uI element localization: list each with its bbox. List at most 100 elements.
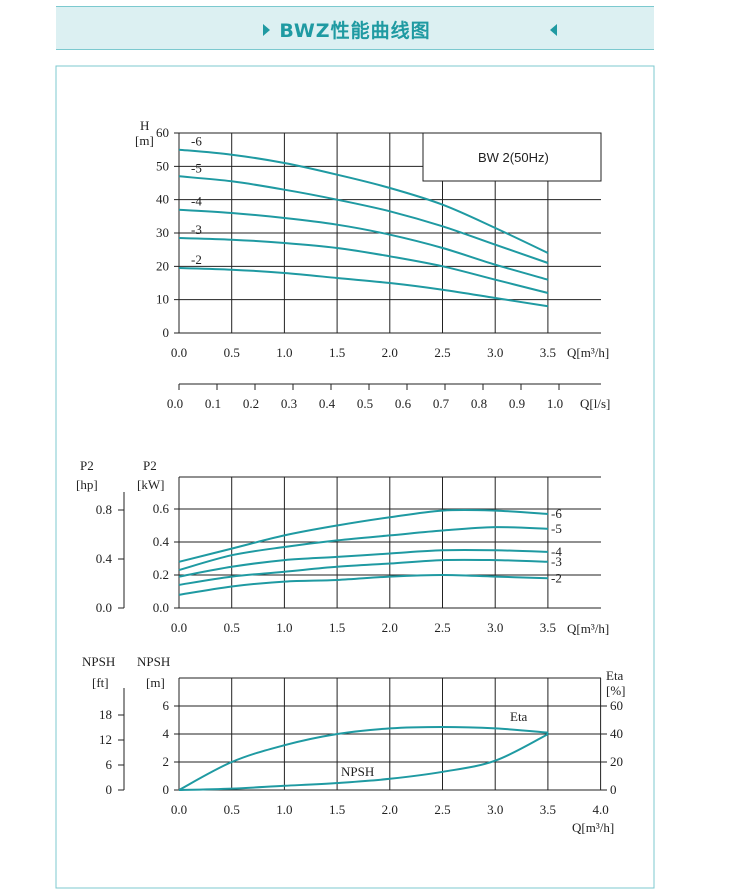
series-label: -5 [191, 160, 202, 175]
y-tick-label: 60 [156, 125, 169, 140]
triangle-left-icon [550, 24, 557, 36]
secondary-y-tick-label: 0.8 [96, 502, 112, 517]
legend-box-label: BW 2(50Hz) [478, 150, 549, 165]
npsh-m-axis-unit: [m] [146, 675, 165, 690]
x-tick-label: 2.0 [382, 802, 398, 817]
y-tick-label: 10 [156, 292, 169, 307]
secondary-x-tick-label: 0.9 [509, 396, 525, 411]
x-tick-label: 0.0 [171, 802, 187, 817]
x-tick-label: 2.0 [382, 620, 398, 635]
series-label: -6 [551, 506, 562, 521]
x-tick-label: 1.5 [329, 345, 345, 360]
x-tick-label: 0.5 [224, 802, 240, 817]
y-tick-label: 0.0 [153, 600, 169, 615]
secondary-y-tick-label: 0.0 [96, 600, 112, 615]
secondary-x-tick-label: 1.0 [547, 396, 563, 411]
series-line-n2 [178, 573, 549, 596]
series-label-npsh: NPSH [341, 764, 374, 779]
secondary-x-tick-label: 0.5 [357, 396, 373, 411]
y-tick-label: 0 [163, 782, 170, 797]
secondary-y-tick-label: 18 [99, 707, 112, 722]
y-tick-label: 30 [156, 225, 169, 240]
flow-axis-label-2: Q[m³/h] [567, 621, 609, 636]
y-tick-label: 0.4 [153, 534, 170, 549]
series-line-n6 [178, 148, 549, 254]
secondary-y-tick-label: 6 [106, 757, 113, 772]
x-tick-label: 1.0 [276, 802, 292, 817]
x-tick-label: 1.0 [276, 620, 292, 635]
power-kw-axis-label: P2 [143, 458, 157, 473]
flow-ls-axis-label: Q[l/s] [580, 396, 610, 411]
y-tick-label: 4 [163, 726, 170, 741]
x-tick-label: 0.5 [224, 620, 240, 635]
eta-axis-unit: [%] [606, 683, 626, 698]
x-tick-label: 2.5 [434, 345, 450, 360]
x-tick-label: 3.0 [487, 802, 503, 817]
x-tick-label: 0.0 [171, 620, 187, 635]
series-label: -2 [551, 570, 562, 585]
series-label: -6 [191, 134, 202, 149]
right-y-tick-label: 60 [610, 698, 623, 713]
x-tick-label: 1.5 [329, 802, 345, 817]
x-tick-label: 0.0 [171, 345, 187, 360]
series-line-n3 [178, 558, 549, 586]
y-tick-label: 2 [163, 754, 170, 769]
series-label: -5 [551, 521, 562, 536]
y-tick-label: 0.6 [153, 501, 170, 516]
secondary-x-tick-label: 0.8 [471, 396, 487, 411]
x-tick-label: 2.5 [434, 802, 450, 817]
x-tick-label: 2.0 [382, 345, 398, 360]
series-line-n5 [178, 526, 549, 571]
x-tick-label: 0.5 [224, 345, 240, 360]
y-tick-label: 50 [156, 158, 169, 173]
secondary-x-tick-label: 0.0 [167, 396, 183, 411]
secondary-y-tick-label: 0.4 [96, 551, 113, 566]
x-tick-label: 1.0 [276, 345, 292, 360]
x-tick-label: 2.5 [434, 620, 450, 635]
npsh-m-axis-label: NPSH [137, 654, 170, 669]
secondary-x-tick-label: 0.7 [433, 396, 450, 411]
series-label: -3 [551, 554, 562, 569]
series-line-eta [178, 725, 549, 791]
series-label-eta: Eta [510, 709, 528, 724]
title-banner: BWZ性能曲线图 [56, 6, 654, 50]
secondary-x-tick-label: 0.4 [319, 396, 336, 411]
series-line-n3 [178, 237, 549, 294]
x-tick-label: 3.0 [487, 620, 503, 635]
right-y-tick-label: 40 [610, 726, 623, 741]
secondary-x-tick-label: 0.1 [205, 396, 221, 411]
x-tick-label: 3.0 [487, 345, 503, 360]
legend-box [422, 132, 602, 182]
head-axis-label: H [140, 118, 149, 133]
x-tick-label: 3.5 [540, 620, 556, 635]
power-chart: P2 [hp] P2 [kW] 0.0 0.5 1.0 1.5 2.0 2.5 3.0 3.5… [76, 458, 609, 636]
power-kw-axis-unit: [kW] [137, 477, 164, 492]
series-line-n5 [178, 175, 549, 264]
head-axis-unit: [m] [135, 133, 154, 148]
right-y-tick-label: 0 [610, 782, 617, 797]
secondary-y-tick-label: 12 [99, 732, 112, 747]
series-label: -4 [191, 194, 202, 209]
series-line-n4 [178, 548, 549, 578]
secondary-x-tick-label: 0.2 [243, 396, 259, 411]
x-tick-label: 3.5 [540, 345, 556, 360]
power-hp-axis-label: P2 [80, 458, 94, 473]
power-hp-axis-unit: [hp] [76, 477, 98, 492]
x-tick-label: 4.0 [592, 802, 608, 817]
page-title: BWZ性能曲线图 [279, 20, 431, 42]
y-tick-label: 20 [156, 258, 169, 273]
npsh-ft-axis-label: NPSH [82, 654, 115, 669]
series-label: -3 [191, 222, 202, 237]
series-label: -4 [551, 544, 562, 559]
chart-frame [55, 65, 655, 889]
y-tick-label: 0 [163, 325, 170, 340]
series-line-n4 [178, 208, 549, 281]
secondary-x-tick-label: 0.3 [281, 396, 297, 411]
npsh-ft-axis-unit: [ft] [92, 675, 109, 690]
y-tick-label: 6 [163, 698, 170, 713]
right-y-tick-label: 20 [610, 754, 623, 769]
series-line-n6 [178, 508, 549, 563]
x-tick-label: 1.5 [329, 620, 345, 635]
y-tick-label: 40 [156, 192, 169, 207]
flow-axis-label-3: Q[m³/h] [572, 820, 614, 835]
